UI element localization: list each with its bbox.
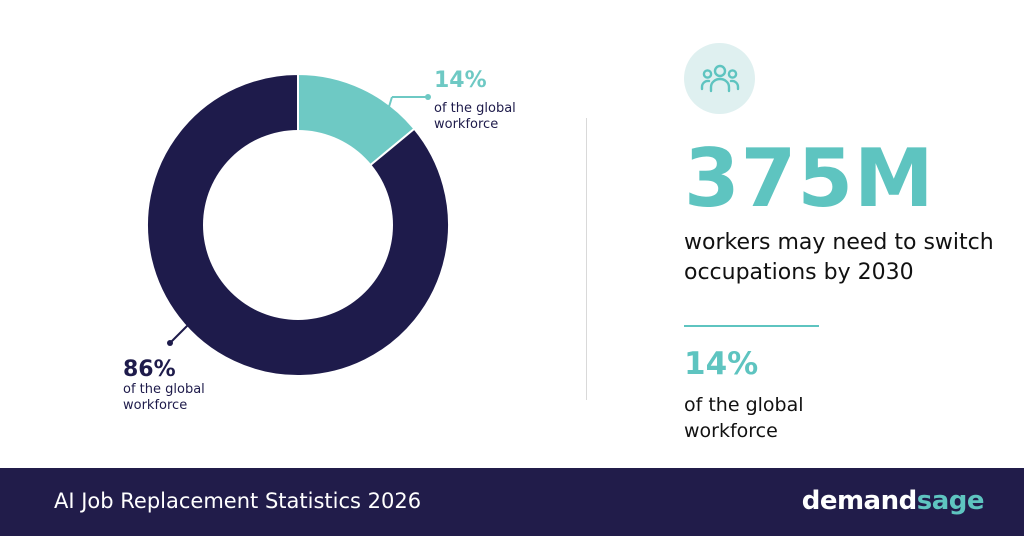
donut-slice-86 (146, 72, 450, 377)
slice-label-14: 14% (434, 68, 487, 93)
people-group-icon (684, 43, 755, 114)
brand-logo: demandsage (801, 483, 985, 519)
stat-divider (684, 325, 819, 327)
leader-dot-14 (425, 94, 431, 100)
vertical-divider (586, 118, 587, 400)
leader-line-86 (169, 321, 192, 344)
footer-bar: AI Job Replacement Statistics 2026 deman… (0, 468, 1024, 536)
slice-sublabel-14-line2: workforce (434, 117, 498, 132)
brand-logo-part2: sage (916, 486, 985, 516)
slice-label-86: 86% (123, 357, 176, 382)
brand-logo-part1: demand (801, 486, 918, 516)
leader-line-14-tick (387, 96, 393, 111)
headline-stat-description: workers may need to switch occupations b… (684, 230, 994, 285)
footer-title: AI Job Replacement Statistics 2026 (54, 489, 422, 513)
donut-chart: 14% of the global workforce 86% of the g… (123, 68, 516, 413)
slice-sublabel-86-line2: workforce (123, 398, 187, 413)
headline-stat-value: 375M (684, 132, 935, 225)
donut-hole (203, 130, 393, 320)
slice-sublabel-14-line1: of the global (434, 101, 516, 116)
secondary-stat-value: 14% (684, 346, 759, 382)
leader-dot-86 (167, 340, 173, 346)
slice-sublabel-86-line1: of the global (123, 382, 205, 397)
secondary-stat-description: of the global workforce (684, 394, 804, 442)
